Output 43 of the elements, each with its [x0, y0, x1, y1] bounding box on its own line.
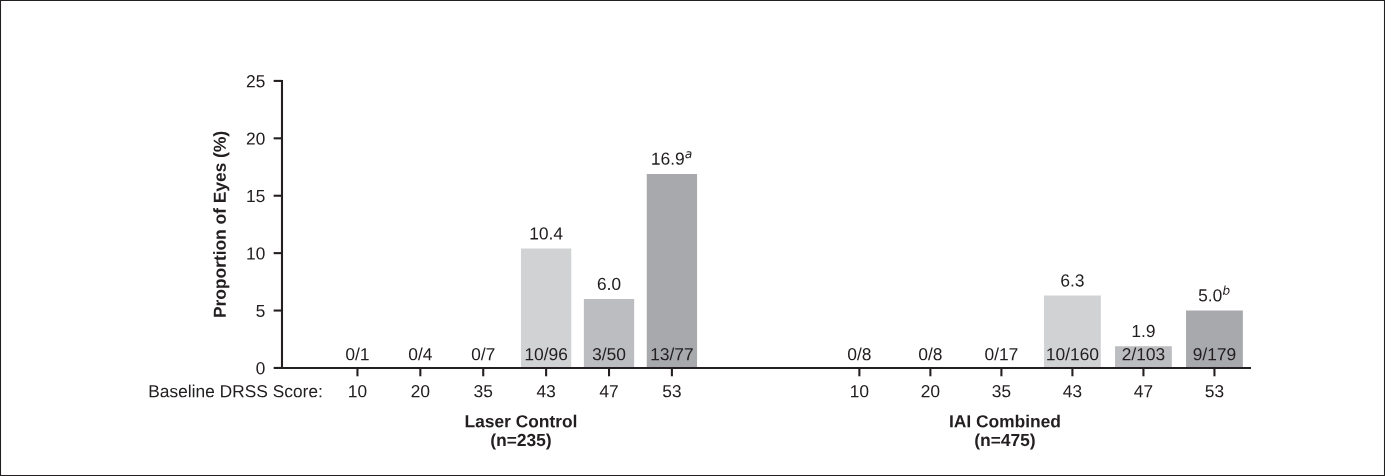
annotation: 13/77 — [651, 347, 693, 361]
annotation: 3/50 — [592, 347, 626, 361]
annotation: 9/179 — [1193, 347, 1236, 361]
x-tick-label: 20 — [411, 385, 430, 398]
x-tick-label: 10 — [851, 385, 869, 398]
x-tick-label: 53 — [1205, 385, 1224, 398]
y-tick-label: 10 — [247, 247, 265, 260]
data-label: 5.0$^{b}$ — [1198, 285, 1230, 302]
x-tick-label: 43 — [536, 385, 556, 398]
annotation: 0/8 — [847, 347, 871, 361]
data-label: 10.4 — [530, 227, 563, 240]
y-tick-label: 15 — [247, 190, 265, 203]
bar — [520, 248, 572, 368]
x-tick-label: 53 — [662, 385, 681, 398]
bar — [583, 299, 635, 368]
y-tick-label: 0 — [256, 362, 265, 375]
annotation: 10/96 — [525, 347, 568, 361]
x-tick-label: 20 — [921, 385, 940, 398]
x-axis-title: IAI Combined (n=475) — [950, 414, 1060, 450]
data-label: 16.9$^{a}$ — [652, 151, 692, 165]
y-tick-label: 5 — [256, 304, 265, 317]
y-tick-label: 20 — [246, 132, 265, 145]
bar — [646, 173, 698, 368]
annotation: 0/8 — [919, 347, 942, 361]
annotation: 2/103 — [1122, 347, 1165, 361]
annotation: 0/1 — [346, 347, 369, 361]
x-tick-label: 35 — [474, 385, 493, 398]
y-tick-label: 25 — [246, 75, 265, 88]
annotation: 0/17 — [985, 347, 1018, 361]
y-axis-title: Proportion of Eyes (%) — [213, 131, 230, 317]
data-label: 6.3 — [1061, 274, 1084, 287]
text: Baseline DRSS Score: — [149, 384, 322, 398]
data-label: 1.9 — [1132, 324, 1155, 338]
annotation: 0/4 — [408, 347, 432, 361]
x-tick-label: 35 — [992, 385, 1011, 398]
x-tick-label: 43 — [1063, 385, 1082, 398]
annotation: 10/160 — [1047, 347, 1099, 361]
x-tick-label: 47 — [599, 385, 618, 398]
x-tick-label: 47 — [1134, 385, 1153, 398]
annotation: 0/7 — [471, 347, 495, 361]
x-tick-label: 10 — [349, 385, 367, 398]
data-label: 6.0 — [597, 277, 621, 291]
x-axis-title: Laser Control (n=235) — [465, 414, 577, 450]
